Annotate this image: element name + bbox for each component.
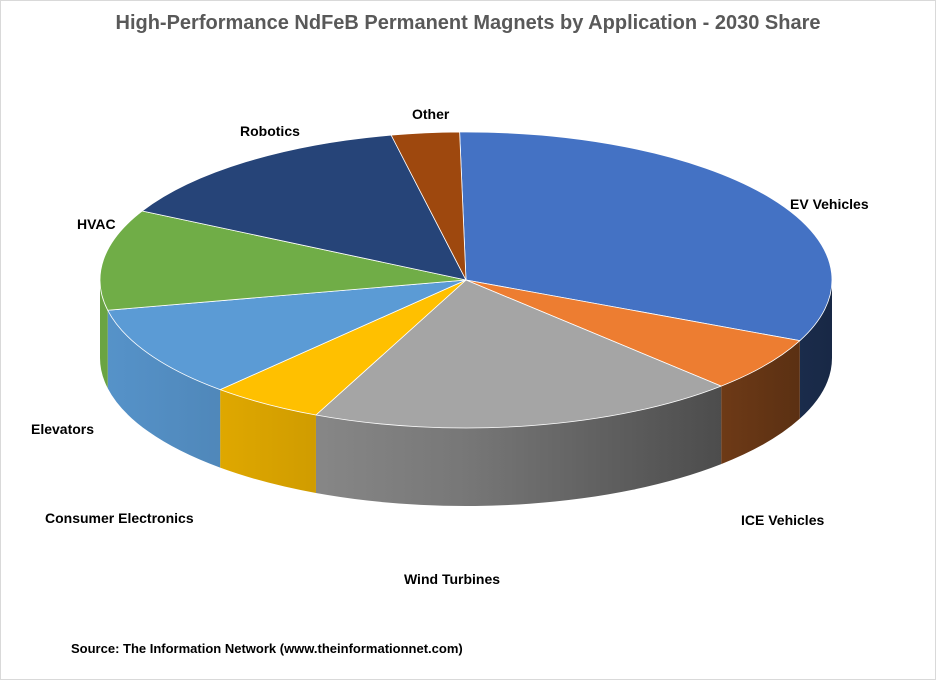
pie-tops — [99, 131, 833, 429]
pie-side-elevators — [107, 310, 221, 468]
slice-label-ice-vehicles: ICE Vehicles — [741, 512, 824, 528]
slice-label-wind-turbines: Wind Turbines — [404, 571, 500, 587]
pie-slice-hvac[interactable] — [99, 210, 467, 311]
pie-side-consumer-electronics — [220, 389, 316, 493]
pie-slice-wind-turbines[interactable] — [315, 279, 722, 429]
pie-slice-other[interactable] — [390, 131, 467, 281]
chart-title: High-Performance NdFeB Permanent Magnets… — [115, 12, 821, 34]
slice-label-elevators: Elevators — [31, 421, 94, 437]
pie-sides — [100, 280, 832, 506]
slice-label-robotics: Robotics — [240, 123, 300, 139]
slice-label-other: Other — [412, 106, 450, 122]
pie-slice-ev-vehicles[interactable] — [459, 131, 833, 342]
pie-slice-ice-vehicles[interactable] — [465, 279, 801, 387]
pie-side-ev-vehicles — [799, 280, 832, 419]
pie-slice-robotics[interactable] — [141, 134, 467, 281]
slice-label-hvac: HVAC — [77, 216, 116, 232]
pie-labels: EV Vehicles ICE Vehicles Wind Turbines Cons… — [31, 106, 869, 587]
slice-label-consumer-electronics: Consumer Electronics — [45, 510, 194, 526]
pie-side-wind-turbines — [315, 386, 722, 506]
pie-slice-elevators[interactable] — [107, 279, 467, 391]
pie-side-ice-vehicles — [721, 340, 800, 465]
source-note: Source: The Information Network (www.the… — [71, 641, 463, 656]
slice-label-ev-vehicles: EV Vehicles — [790, 196, 869, 212]
